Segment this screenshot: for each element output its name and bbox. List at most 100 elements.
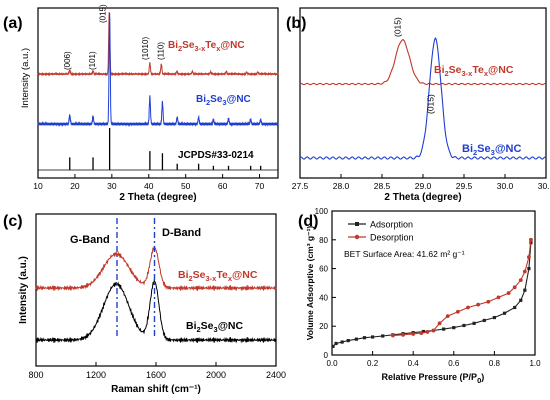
- x-tick-label: 2400: [266, 370, 286, 380]
- label-part: @NC: [488, 64, 514, 76]
- data-point: [419, 331, 424, 336]
- data-point: [421, 329, 425, 334]
- data-point: [411, 332, 416, 336]
- peak-annotation: (101): [88, 51, 97, 70]
- label-part: 3-x: [194, 44, 206, 53]
- series-line-bi2se3: [299, 37, 546, 160]
- legend-bisete: Bi2Se3-xTex@NC: [434, 64, 514, 78]
- x-tick-label: 20: [70, 181, 80, 191]
- x-tick-label: 28.0: [333, 181, 350, 191]
- y-tick-label: 20: [319, 322, 328, 331]
- data-point: [442, 327, 446, 331]
- x-tick-label: 30: [107, 181, 117, 191]
- x-tick-label: 0.8: [489, 359, 501, 368]
- peak-annotation: (006): [63, 51, 72, 70]
- label-part: 3: [491, 148, 495, 157]
- data-point: [492, 315, 496, 320]
- data-point: [518, 278, 523, 283]
- label-part: 3: [222, 98, 226, 107]
- label-part: 0: [477, 376, 481, 385]
- label-part: Bi: [196, 94, 206, 105]
- data-point: [334, 341, 338, 346]
- x-tick-label: 10: [33, 181, 43, 191]
- label-part: Se: [193, 269, 206, 281]
- label-part: Se: [477, 143, 490, 155]
- x-tick-label: 2000: [206, 370, 226, 380]
- x-tick-label: 0.6: [448, 359, 460, 368]
- label-part: x: [228, 274, 233, 283]
- data-point: [452, 326, 456, 330]
- x-tick-label: 0.2: [367, 359, 379, 368]
- y-axis-label: Intensity (a.u.): [18, 256, 29, 324]
- data-point: [519, 298, 523, 302]
- data-point: [506, 291, 511, 295]
- series-line-bi2se3: [37, 12, 279, 127]
- legend-bisete: Bi2Se3-xTex@NC: [168, 40, 245, 53]
- y-axis-label: Intensity (a.u.): [20, 48, 31, 108]
- data-point: [476, 302, 481, 307]
- panel-d-label: (d): [298, 213, 318, 230]
- bet-annotation: BET Surface Area: 41.62 m² g⁻¹: [344, 249, 465, 259]
- y-tick-label: 0: [324, 351, 329, 360]
- data-point: [512, 285, 517, 290]
- label-part: Te: [216, 269, 228, 281]
- label-part: Se: [201, 320, 214, 332]
- y-tick-label: 100: [315, 207, 329, 216]
- label-part: Bi: [434, 64, 445, 76]
- data-point: [466, 305, 470, 310]
- label-part: 3-x: [462, 69, 474, 78]
- legend-bisete: Bi2Se3-xTex@NC: [178, 269, 258, 283]
- label-part: Se: [210, 94, 223, 105]
- x-tick-label: 1200: [86, 370, 106, 380]
- x-tick-label: 40: [144, 181, 154, 191]
- y-tick-label: 60: [319, 265, 328, 274]
- data-point: [472, 321, 476, 325]
- data-point: [523, 288, 527, 292]
- legend-marker: [355, 222, 359, 226]
- series-line-bi2se3: [35, 279, 277, 344]
- label-part: 2: [206, 98, 210, 107]
- x-tick-label: 1600: [146, 370, 166, 380]
- x-tick-label: 50: [181, 181, 191, 191]
- reference-label: JCPDS#33-0214: [178, 150, 254, 161]
- data-point: [371, 335, 375, 339]
- data-point: [431, 328, 436, 333]
- label-part: 2: [178, 44, 182, 53]
- label-part: 3: [214, 325, 218, 334]
- data-point: [486, 299, 491, 304]
- label-part: Bi: [178, 269, 189, 281]
- legend-text: Adsorption: [370, 220, 413, 230]
- label-part: Te: [472, 64, 484, 76]
- panel-a-frame: [37, 7, 279, 179]
- legend-bi2se3: Bi2Se3@NC: [186, 320, 244, 334]
- data-point: [381, 334, 385, 338]
- y-tick-label: 40: [319, 293, 328, 302]
- label-part: @NC: [495, 143, 522, 155]
- label-part: ): [481, 372, 484, 382]
- peak-annotation: (015): [425, 94, 435, 114]
- data-point: [502, 311, 507, 315]
- data-point: [346, 339, 350, 343]
- x-tick-label: 30.0: [497, 181, 514, 191]
- x-tick-label: 70: [255, 181, 265, 191]
- x-tick-label: 60: [218, 181, 228, 191]
- series-line-bisete: [35, 245, 277, 292]
- data-point: [445, 314, 450, 319]
- panel-a-label: (a): [3, 15, 23, 32]
- panel-d-frame: [331, 210, 536, 356]
- legend-bi2se3: Bi2Se3@NC: [462, 143, 521, 157]
- x-axis-label: Relative Pressure (P/P0): [382, 372, 485, 385]
- label-part: Relative Pressure (P/P: [382, 372, 478, 382]
- legend-marker: [354, 234, 360, 240]
- peak-annotation: (015): [98, 4, 107, 23]
- label-part: 2: [445, 69, 449, 78]
- label-part: x: [216, 44, 221, 53]
- band-label: D-Band: [162, 227, 201, 239]
- y-axis-label: Volume Adsorptive (cm³ g⁻¹): [305, 226, 315, 341]
- x-tick-label: 0.0: [326, 359, 338, 368]
- data-point: [513, 305, 517, 310]
- data-point: [522, 269, 527, 274]
- x-tick-label: 1.0: [529, 359, 541, 368]
- x-axis-label: 2 Theta (degree): [119, 192, 196, 203]
- data-point: [527, 267, 531, 271]
